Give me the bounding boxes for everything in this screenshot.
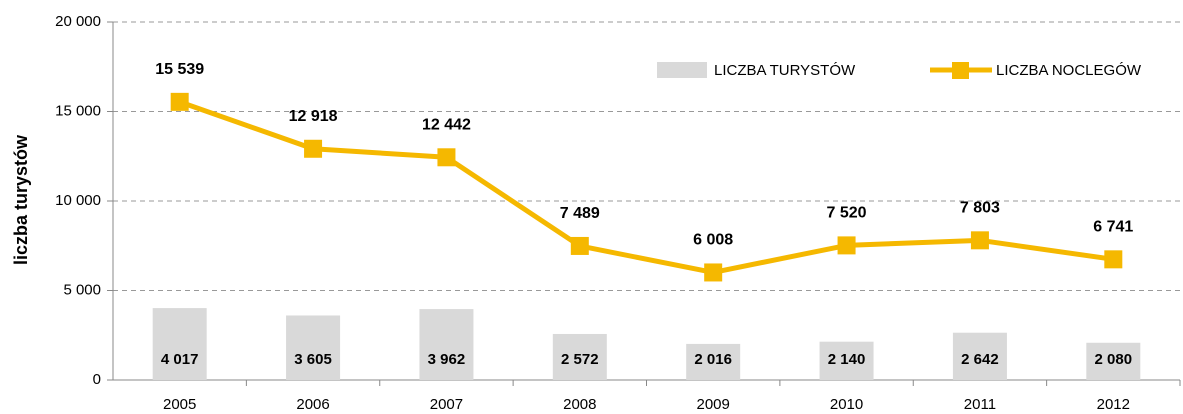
bar xyxy=(552,333,607,380)
bar-value-label: 2 080 xyxy=(1095,351,1133,368)
x-tick-label: 2007 xyxy=(430,396,463,413)
y-tick-label: 0 xyxy=(93,371,101,388)
line-value-label: 12 442 xyxy=(422,117,471,134)
bar-value-label: 2 140 xyxy=(828,351,866,368)
x-tick-label: 2011 xyxy=(964,396,996,413)
x-tick-label: 2010 xyxy=(830,396,863,413)
line-value-label: 15 539 xyxy=(155,61,204,78)
bar xyxy=(686,343,741,380)
y-tick-label: 15 000 xyxy=(55,102,101,119)
bar xyxy=(1086,342,1141,380)
line-marker xyxy=(1104,250,1123,269)
x-tick-label: 2009 xyxy=(697,396,730,413)
x-tick-label: 2012 xyxy=(1097,396,1130,413)
legend-marker xyxy=(952,62,969,79)
y-tick-label: 5 000 xyxy=(63,281,101,298)
legend-label: LICZBA TURYSTÓW xyxy=(714,62,856,79)
legend-swatch xyxy=(657,62,707,78)
line-marker xyxy=(837,236,856,255)
x-tick-label: 2005 xyxy=(163,396,196,413)
bar-value-label: 4 017 xyxy=(161,351,199,368)
x-tick-label: 2006 xyxy=(296,396,329,413)
line-value-label: 12 918 xyxy=(289,108,338,125)
legend-label: LICZBA NOCLEGÓW xyxy=(996,62,1142,79)
bar-value-label: 2 016 xyxy=(694,351,732,368)
bar xyxy=(952,332,1007,380)
bar-value-label: 2 642 xyxy=(961,351,999,368)
line-marker xyxy=(570,236,589,255)
line-value-label: 6 741 xyxy=(1093,219,1133,236)
line-value-label: 7 520 xyxy=(827,205,867,222)
line-marker xyxy=(970,231,989,250)
y-tick-label: 20 000 xyxy=(55,13,101,30)
line-marker xyxy=(170,92,189,111)
line-marker xyxy=(704,263,723,282)
line-value-label: 6 008 xyxy=(693,232,733,249)
line-value-label: 7 489 xyxy=(560,205,600,222)
line xyxy=(178,99,1114,275)
bar-value-label: 3 605 xyxy=(294,351,332,368)
y-axis-label: liczba turystów xyxy=(11,134,31,265)
bar-value-label: 3 962 xyxy=(428,351,466,368)
line-marker xyxy=(437,148,456,167)
x-tick-label: 2008 xyxy=(563,396,596,413)
bar xyxy=(419,309,474,380)
y-tick-label: 10 000 xyxy=(55,192,101,209)
bar xyxy=(152,308,207,380)
bar xyxy=(819,341,874,380)
line-value-label: 7 803 xyxy=(960,200,1000,217)
bar xyxy=(286,315,341,380)
line-marker xyxy=(304,139,323,158)
bar-value-label: 2 572 xyxy=(561,351,599,368)
